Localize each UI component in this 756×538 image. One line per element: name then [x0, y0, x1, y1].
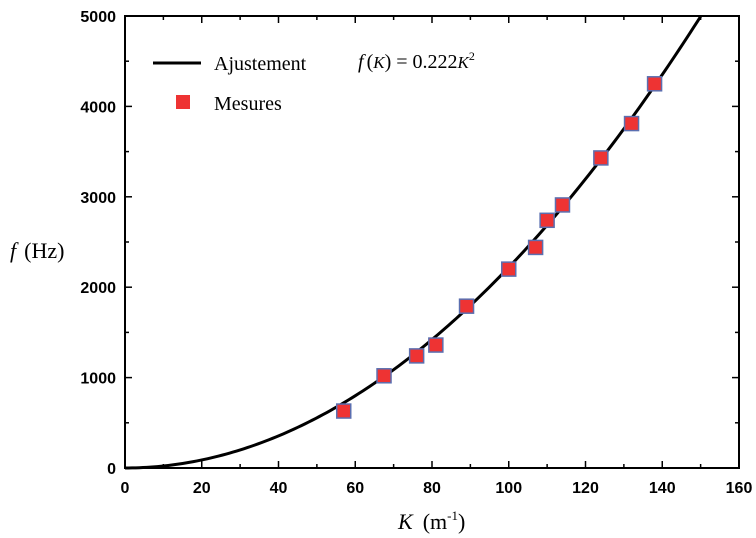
x-tick-label: 160 — [726, 480, 753, 497]
fit-curve — [124, 15, 703, 470]
axis-ticks — [124, 15, 740, 469]
eq-var: K — [457, 53, 471, 72]
data-markers — [335, 76, 663, 419]
eq-coef: 0.222 — [413, 51, 458, 73]
data-point — [554, 197, 571, 213]
y-tick-label: 3000 — [80, 190, 116, 207]
data-point — [408, 348, 425, 364]
y-axis-label: f (Hz) — [10, 238, 64, 263]
y-tick-labels: 0 1000 2000 3000 4000 5000 — [80, 9, 116, 478]
x-tick-label: 100 — [495, 480, 522, 497]
legend-marker-swatch — [176, 95, 190, 109]
data-point — [428, 337, 444, 353]
y-tick-label: 5000 — [80, 9, 116, 26]
x-axis-var: K — [397, 509, 414, 534]
data-point — [646, 76, 663, 92]
data-point — [376, 368, 392, 384]
legend-label-measures: Mesures — [214, 93, 282, 115]
data-point — [458, 298, 475, 314]
eq-arg: K — [372, 53, 386, 72]
y-axis-var: f — [10, 238, 19, 263]
x-tick-label: 40 — [270, 480, 288, 497]
x-tick-label: 80 — [423, 480, 441, 497]
x-axis-unit-open: (m — [423, 509, 447, 534]
y-tick-label: 1000 — [80, 371, 116, 388]
y-tick-label: 4000 — [80, 99, 116, 116]
data-point — [527, 239, 544, 256]
x-tick-labels: 0 20 40 60 80 100 120 140 160 — [121, 480, 753, 497]
y-axis-unit: (Hz) — [24, 238, 64, 263]
fit-equation: f (K) = 0.222K2 — [358, 49, 475, 73]
legend: Ajustement Mesures — [153, 53, 307, 115]
eq-exp: 2 — [469, 49, 475, 63]
data-point — [623, 115, 640, 132]
x-axis-unit-sup: -1 — [447, 508, 458, 523]
data-point — [539, 212, 555, 229]
data-point — [335, 403, 352, 419]
data-point — [501, 261, 517, 277]
legend-label-fit: Ajustement — [214, 53, 307, 75]
x-axis-label: K (m-1) — [397, 508, 465, 534]
x-tick-label: 60 — [346, 480, 364, 497]
y-tick-label: 2000 — [80, 280, 116, 297]
eq-lhs: f — [358, 51, 366, 73]
x-tick-label: 0 — [121, 480, 130, 497]
data-point — [593, 150, 609, 166]
x-tick-label: 20 — [193, 480, 211, 497]
x-axis-unit-close: ) — [458, 509, 465, 534]
x-tick-label: 140 — [649, 480, 676, 497]
y-tick-label: 0 — [107, 461, 116, 478]
x-tick-label: 120 — [572, 480, 599, 497]
